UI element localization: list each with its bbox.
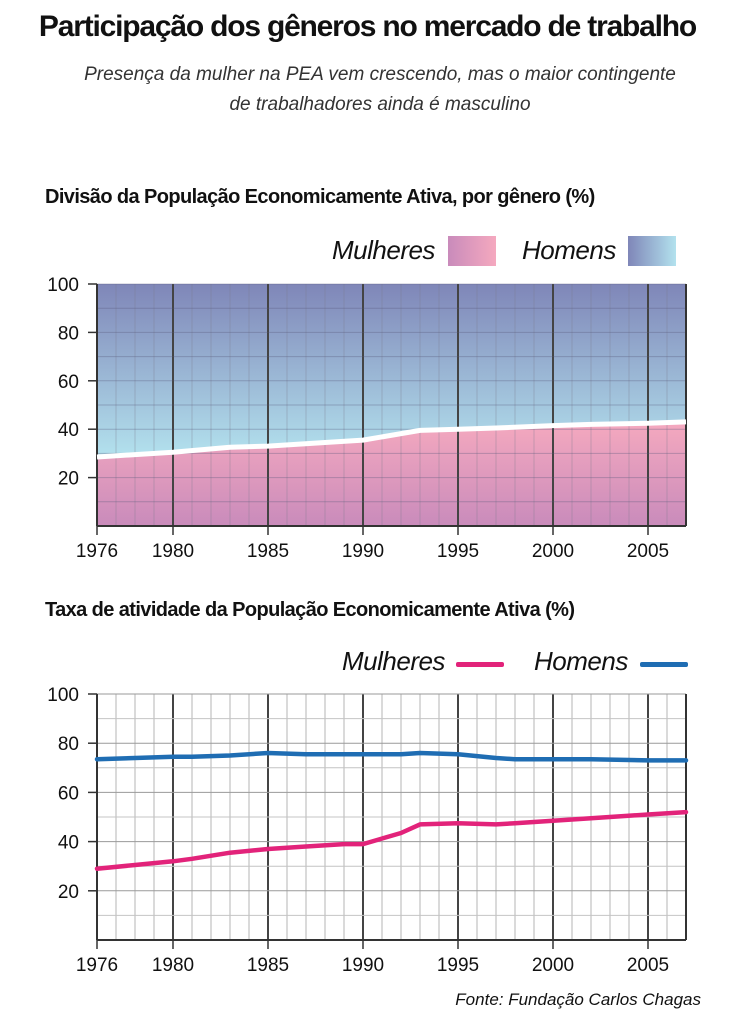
area-legend-men-swatch [628,236,676,266]
x-tick-label: 1990 [342,955,384,976]
page-title: Participação dos gêneros no mercado de t… [38,10,697,43]
x-tick-label: 1985 [247,541,289,562]
y-tick-label: 80 [58,323,79,344]
y-tick-label: 20 [58,882,79,903]
source-note: Fonte: Fundação Carlos Chagas [455,990,701,1009]
line-chart-title: Taxa de atividade da População Economica… [45,599,575,621]
y-tick-label: 60 [58,783,79,804]
line-legend-men-label: Homens [534,646,628,676]
x-tick-label: 2000 [532,541,574,562]
line-legend-men-swatch [640,662,688,667]
area-chart: 20 40 60 80 100 1976 1980 1985 1990 1995 2000 2005 [47,275,687,562]
y-tick-label: 20 [58,469,79,490]
men-area [97,284,686,457]
x-tick-label: 1990 [342,541,384,562]
women-series-line [94,809,689,871]
page-subtitle: Presença da mulher na PEA vem crescendo,… [60,60,700,120]
x-tick-label: 1980 [152,955,194,976]
x-tick-label: 2000 [532,955,574,976]
line-legend-women-swatch [456,662,504,667]
area-legend-women-swatch [448,236,496,266]
x-tick-label: 2005 [627,955,669,976]
y-tick-label: 60 [58,372,79,393]
y-tick-label: 40 [58,833,79,854]
area-legend-women-label: Mulheres [332,235,435,265]
y-tick-label: 40 [58,420,79,441]
area-legend-men-label: Homens [522,235,616,265]
x-tick-label: 1995 [437,955,479,976]
x-tick-label: 1976 [76,955,118,976]
x-tick-label: 1995 [437,541,479,562]
x-tick-label: 1980 [152,541,194,562]
line-chart: 20 40 60 80 100 1976 1980 1985 1990 1995 2000 2005 [47,685,689,976]
x-tick-label: 1976 [76,541,118,562]
x-tick-label: 2005 [627,541,669,562]
y-tick-label: 100 [47,275,79,296]
subtitle-line-2: de trabalhadores ainda é masculino [229,94,531,115]
subtitle-line-1: Presença da mulher na PEA vem crescendo,… [84,64,676,85]
area-chart-title: Divisão da População Economicamente Ativ… [45,186,595,208]
x-tick-label: 1985 [247,955,289,976]
men-series-line [94,750,689,763]
y-tick-label: 100 [47,685,79,706]
area-boundary-line [96,419,687,460]
line-legend-women-label: Mulheres [342,646,445,676]
y-tick-label: 80 [58,734,79,755]
